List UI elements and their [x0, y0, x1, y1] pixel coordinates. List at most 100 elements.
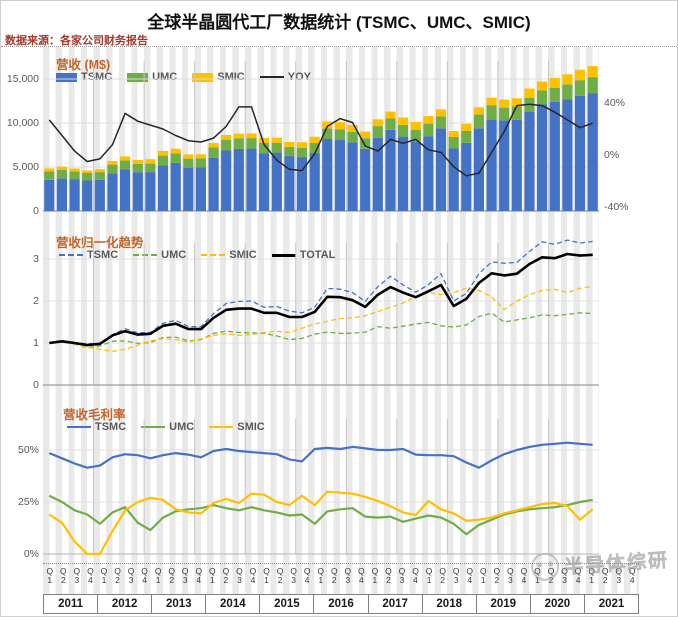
bar-tsmc: [309, 153, 320, 211]
bar-smic: [296, 142, 308, 148]
bar-tsmc: [259, 153, 270, 211]
bar-umc: [56, 169, 67, 179]
bar-tsmc: [511, 119, 522, 211]
bar-tsmc: [423, 136, 434, 211]
bar-umc: [435, 116, 447, 129]
y-tick-label: 15,000: [6, 73, 39, 85]
bar-smic: [145, 159, 156, 164]
bar-tsmc: [221, 150, 232, 211]
bar-umc: [208, 147, 219, 158]
bar-smic: [183, 154, 194, 159]
bar-tsmc: [322, 139, 333, 211]
bar-umc: [44, 171, 55, 180]
year-cell: 2013: [152, 595, 207, 613]
bar-tsmc: [360, 148, 371, 211]
legend-item-total: TOTAL: [271, 249, 335, 261]
divider: [1, 46, 677, 47]
bar-umc: [499, 107, 510, 121]
bar-smic: [334, 122, 345, 130]
bar-smic: [372, 119, 383, 127]
legend-item-umc: UMC: [127, 71, 177, 83]
data-source-note: 数据来源：各家公司财务报告: [5, 35, 148, 47]
bar-tsmc: [183, 167, 194, 211]
bar-smic: [423, 116, 434, 124]
line-tsmc: [49, 239, 593, 345]
legend-item-umc: UMC: [141, 421, 194, 433]
bar-smic: [82, 170, 93, 173]
line-smic: [48, 490, 594, 556]
bar-smic: [309, 136, 320, 143]
revenue-chart-title: 营收 (M$): [56, 58, 111, 72]
bar-smic: [246, 133, 257, 139]
bar-smic: [132, 160, 143, 164]
bar-tsmc: [44, 179, 55, 211]
line-smic: [49, 285, 593, 353]
gross-margin-chart-plot: [43, 419, 599, 556]
bar-umc: [145, 163, 156, 173]
legend-item-tsmc: TSMC: [59, 249, 118, 261]
bar-tsmc: [549, 101, 560, 211]
legend-swatch-smic: [209, 426, 234, 428]
bar-umc: [562, 84, 573, 100]
bar-smic: [233, 133, 244, 139]
legend-item-tsmc: TSMC: [67, 421, 126, 433]
legend-item-smic: SMIC: [192, 71, 245, 83]
bar-umc: [284, 146, 295, 157]
bar-smic: [511, 98, 522, 107]
bar-tsmc: [132, 172, 143, 211]
year-cell: 2012: [98, 595, 153, 613]
legend-item-umc: UMC: [133, 249, 186, 261]
bar-umc: [322, 128, 333, 139]
bar-smic: [486, 97, 497, 106]
bar-tsmc: [296, 157, 308, 211]
bar-tsmc: [537, 104, 548, 211]
legend-label: UMC: [169, 421, 195, 433]
y-tick-label: 5,000: [12, 161, 39, 173]
bar-umc: [183, 158, 194, 168]
year-cell: 2014: [206, 595, 261, 613]
year-cell: 2019: [477, 595, 531, 613]
bar-umc: [461, 130, 472, 143]
bar-umc: [587, 77, 598, 94]
page-title: 全球半晶圆代工厂数据统计 (TSMC、UMC、SMIC): [147, 13, 531, 32]
legend-label: YOY: [287, 71, 311, 83]
bar-tsmc: [107, 173, 118, 211]
bar-umc: [195, 158, 206, 168]
bar-tsmc: [410, 141, 421, 211]
legend-swatch-yoy: [259, 76, 284, 78]
gross-margin-chart-legend: TSMC UMC SMIC: [67, 421, 265, 433]
bar-tsmc: [587, 93, 598, 211]
y-tick-label: 0%: [23, 548, 39, 560]
y-tick-label: 25%: [17, 496, 39, 508]
bar-umc: [82, 173, 93, 181]
bar-tsmc: [499, 120, 510, 211]
bar-smic: [284, 142, 295, 147]
bar-umc: [296, 147, 308, 158]
bar-umc: [511, 106, 522, 120]
bar-smic: [398, 117, 409, 125]
right-tick-label: 40%: [604, 97, 626, 109]
bar-tsmc: [233, 148, 244, 211]
bar-umc: [372, 126, 383, 138]
year-cell: 2020: [531, 595, 585, 613]
bar-smic: [208, 143, 219, 148]
